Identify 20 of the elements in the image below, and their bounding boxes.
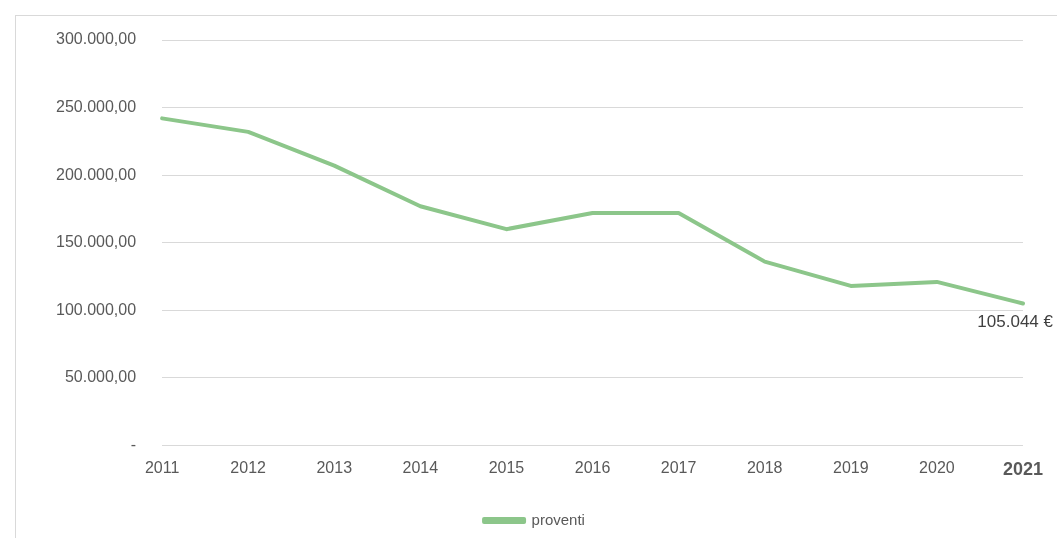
x-tick-label: 2017	[660, 459, 697, 477]
x-tick-label: 2012	[230, 459, 267, 477]
x-tick-label: 2019	[833, 459, 869, 477]
x-tick-label: 2011	[144, 459, 180, 477]
x-tick-label: 2013	[316, 459, 353, 477]
y-tick-label: 50.000,00	[64, 368, 137, 386]
x-tick-label: 2021	[1002, 459, 1043, 480]
legend-label: proventi	[531, 510, 585, 528]
data-label: 105.044 €	[977, 311, 1054, 331]
y-tick-label: 150.000,00	[56, 233, 137, 251]
y-tick-label: 250.000,00	[56, 97, 137, 115]
x-tick-label: 2020	[919, 459, 955, 477]
x-tick-label: 2018	[746, 459, 783, 477]
x-tick-label: 2016	[574, 459, 611, 477]
y-tick-label: 200.000,00	[56, 165, 137, 183]
y-tick-label: 300.000,00	[56, 30, 137, 48]
x-tick-label: 2015	[488, 459, 525, 477]
x-tick-label: 2014	[402, 459, 439, 477]
y-tick-label: -	[130, 435, 137, 453]
y-tick-label: 100.000,00	[56, 300, 137, 318]
